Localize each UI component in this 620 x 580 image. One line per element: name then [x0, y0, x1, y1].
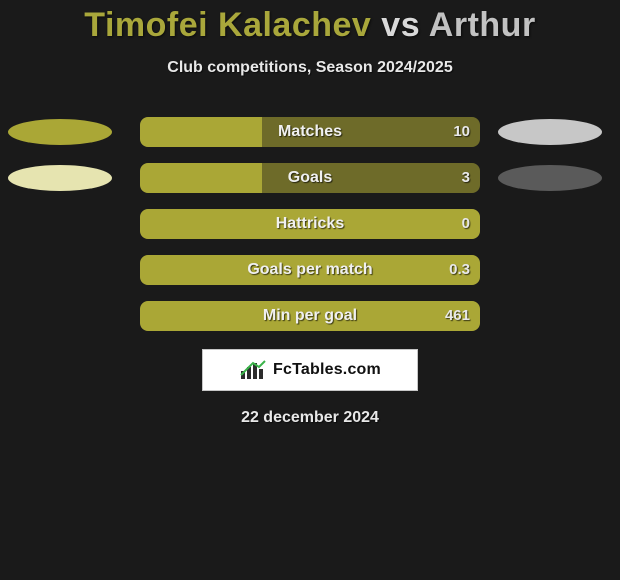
stat-value: 0 — [462, 209, 470, 239]
stat-value: 461 — [445, 301, 470, 331]
stat-label: Matches — [140, 117, 480, 147]
vs-separator: vs — [371, 6, 428, 44]
chart-icon — [239, 359, 267, 381]
player2-oval — [498, 119, 602, 145]
player2-name: Arthur — [429, 6, 536, 44]
stat-bar: Matches10 — [140, 117, 480, 147]
stat-value: 10 — [453, 117, 470, 147]
stat-label: Min per goal — [140, 301, 480, 331]
fctables-logo: FcTables.com — [202, 349, 418, 391]
stat-bar: Hattricks0 — [140, 209, 480, 239]
player1-oval — [8, 119, 112, 145]
stat-row: Goals3 — [0, 163, 620, 193]
stat-row: Hattricks0 — [0, 209, 620, 239]
logo-text: FcTables.com — [273, 361, 381, 379]
stat-row: Goals per match0.3 — [0, 255, 620, 285]
stat-bar: Goals per match0.3 — [140, 255, 480, 285]
subtitle: Club competitions, Season 2024/2025 — [0, 59, 620, 77]
player2-oval — [498, 165, 602, 191]
stat-value: 0.3 — [449, 255, 470, 285]
stat-bar: Goals3 — [140, 163, 480, 193]
player1-oval — [8, 165, 112, 191]
stat-label: Hattricks — [140, 209, 480, 239]
player1-name: Timofei Kalachev — [84, 6, 371, 44]
date-label: 22 december 2024 — [0, 409, 620, 427]
stat-label: Goals per match — [140, 255, 480, 285]
stat-bars: Matches10 Goals3 Hattricks0 Goals per match… — [0, 117, 620, 331]
stat-row: Min per goal461 — [0, 301, 620, 331]
stat-value: 3 — [462, 163, 470, 193]
stat-bar: Min per goal461 — [140, 301, 480, 331]
stat-label: Goals — [140, 163, 480, 193]
stat-row: Matches10 — [0, 117, 620, 147]
comparison-title: Timofei Kalachev vs Arthur — [0, 0, 620, 45]
